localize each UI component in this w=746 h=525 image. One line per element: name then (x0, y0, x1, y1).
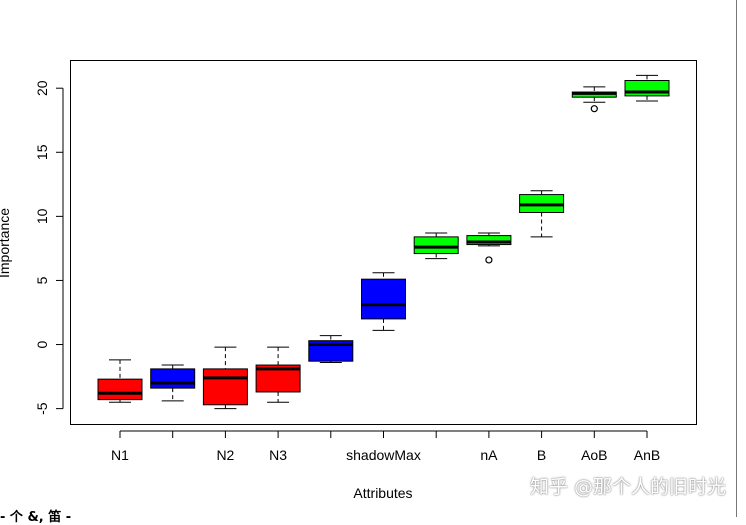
box-shadowMax (361, 272, 406, 331)
x-tick-label-N1: N1 (111, 447, 129, 463)
x-tick-label-AnB: AnB (634, 447, 660, 463)
box-unlabeled-1 (150, 364, 196, 402)
plot-frame (70, 60, 697, 425)
x-axis: N1 N2 N3 shadowMax nA B AoB AnB (111, 430, 660, 463)
x-tick-label-shadowMax: shadowMax (346, 447, 421, 463)
box-unlabeled-4 (308, 335, 354, 363)
x-tick-label-N2: N2 (216, 447, 234, 463)
y-axis: -5 0 5 10 15 20 (34, 80, 64, 415)
footer-fragment: - 个 &, 笛 - (0, 510, 72, 525)
window-edge (736, 0, 737, 517)
x-tick-label-N3: N3 (269, 447, 287, 463)
box-B (519, 190, 565, 238)
box-nA (466, 232, 512, 264)
box-rect (466, 235, 512, 246)
watermark-text: 知乎 @那个人的旧时光 (529, 476, 726, 498)
x-axis-title: Attributes (353, 485, 412, 501)
y-tick-label-20: 20 (34, 80, 50, 96)
boxes-group (97, 74, 670, 410)
y-tick-label-10: 10 (34, 208, 50, 224)
outlier-point (485, 256, 493, 264)
box-rect (624, 80, 670, 97)
boxplot-chart: -5 0 5 10 15 20 N1 N2 N3 shadowMax nA B AoB AnB Attr… (0, 60, 697, 501)
outlier-point (590, 105, 598, 113)
box-AnB (624, 74, 670, 102)
box-rect (150, 368, 196, 389)
y-tick-label-0: 0 (34, 340, 50, 348)
box-rect (413, 236, 459, 255)
box-rect (361, 278, 406, 320)
y-tick-label-5: 5 (34, 276, 50, 284)
y-axis-title: Importance (0, 208, 12, 278)
x-tick-label-B: B (537, 447, 546, 463)
x-tick-label-nA: nA (480, 447, 498, 463)
box-N1 (97, 359, 143, 403)
box-unlabeled-6 (413, 232, 459, 260)
box-AoB (571, 86, 617, 113)
y-tick-label--5: -5 (34, 402, 50, 415)
box-rect (97, 378, 143, 401)
box-N2 (202, 346, 248, 410)
x-tick-label-AoB: AoB (581, 447, 607, 463)
box-N3 (255, 346, 301, 403)
y-tick-label-15: 15 (34, 144, 50, 160)
box-rect (202, 368, 248, 406)
